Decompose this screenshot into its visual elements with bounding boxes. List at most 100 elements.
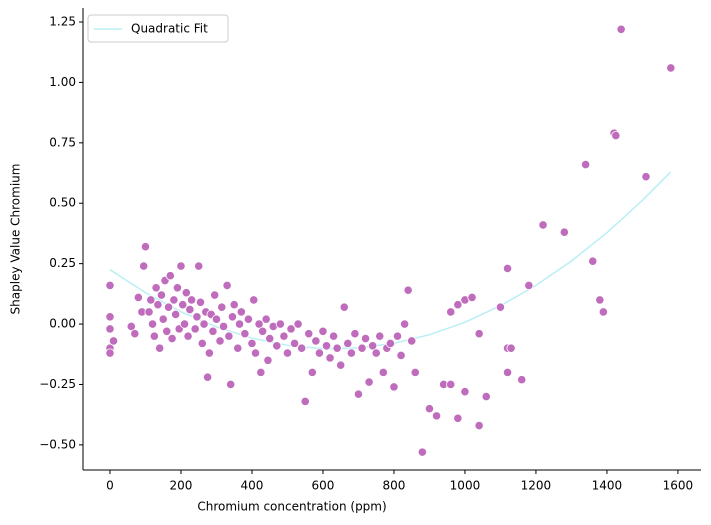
point xyxy=(204,348,214,358)
point xyxy=(169,295,179,305)
legend: Quadratic Fit xyxy=(87,14,229,43)
point xyxy=(611,130,621,141)
point xyxy=(181,288,191,298)
point xyxy=(446,307,456,317)
x-tick-label: 800 xyxy=(382,479,405,493)
point xyxy=(199,319,209,329)
y-tick-label: 0.25 xyxy=(49,256,76,270)
point xyxy=(247,338,257,348)
point xyxy=(360,333,371,344)
point xyxy=(403,285,413,295)
point xyxy=(453,413,463,423)
point xyxy=(495,302,506,312)
point xyxy=(325,353,335,363)
point xyxy=(293,319,303,329)
legend-label: Quadratic Fit xyxy=(131,22,208,36)
y-tick-label: −0.50 xyxy=(39,437,76,451)
point xyxy=(167,333,177,344)
point xyxy=(146,295,156,305)
point xyxy=(282,348,293,358)
point xyxy=(474,420,484,431)
point xyxy=(105,324,115,334)
point xyxy=(165,271,175,281)
y-tick-label: 0.50 xyxy=(49,196,76,210)
point xyxy=(149,331,159,341)
point xyxy=(559,227,569,237)
point xyxy=(400,319,410,329)
point xyxy=(185,304,195,315)
point xyxy=(210,290,220,300)
point xyxy=(598,307,608,317)
point xyxy=(332,343,342,353)
point xyxy=(467,292,477,303)
point xyxy=(339,302,349,312)
point xyxy=(176,261,186,271)
point xyxy=(234,319,245,329)
x-tick-label: 200 xyxy=(170,479,193,493)
point xyxy=(364,377,374,387)
point xyxy=(240,329,250,339)
point xyxy=(524,280,534,290)
point xyxy=(275,319,285,329)
point xyxy=(126,321,136,332)
point xyxy=(431,411,442,421)
point xyxy=(410,367,420,377)
point xyxy=(197,338,207,348)
point xyxy=(289,338,300,348)
point xyxy=(314,348,325,358)
point xyxy=(192,312,202,322)
point xyxy=(279,331,289,341)
point xyxy=(139,261,149,271)
point xyxy=(581,159,591,170)
point xyxy=(350,329,360,339)
point xyxy=(133,292,143,303)
point xyxy=(506,343,516,353)
point xyxy=(321,341,332,351)
point xyxy=(218,321,229,332)
point xyxy=(343,338,353,348)
y-tick-label: −0.25 xyxy=(39,377,76,391)
point xyxy=(346,348,356,358)
point xyxy=(140,242,151,252)
point xyxy=(224,331,234,341)
point xyxy=(357,343,367,353)
x-tick-label: 1200 xyxy=(521,479,552,493)
x-axis-label: Chromium concentration (ppm) xyxy=(197,500,386,514)
point xyxy=(179,319,190,329)
x-tick-label: 1600 xyxy=(663,479,694,493)
point xyxy=(392,331,403,341)
point xyxy=(595,295,605,305)
point xyxy=(256,367,266,377)
point xyxy=(105,280,115,290)
point xyxy=(190,324,200,334)
point xyxy=(261,314,271,324)
point xyxy=(258,326,268,336)
y-tick-label: 0.00 xyxy=(49,317,76,331)
point xyxy=(108,336,119,346)
point xyxy=(162,326,172,336)
legend-box xyxy=(87,14,229,43)
point xyxy=(502,263,513,274)
point xyxy=(311,336,321,346)
point xyxy=(202,372,213,382)
point xyxy=(195,297,206,307)
point xyxy=(417,447,427,457)
y-axis-label: Shapley Value Chromium xyxy=(9,164,23,315)
x-tick-label: 1000 xyxy=(450,479,481,493)
point xyxy=(286,324,296,334)
point xyxy=(307,367,317,377)
point xyxy=(641,172,651,182)
point xyxy=(156,290,167,300)
point xyxy=(155,343,165,353)
point xyxy=(336,360,346,370)
point xyxy=(227,312,238,322)
point xyxy=(147,319,158,329)
point xyxy=(208,326,218,336)
point xyxy=(371,348,381,358)
point xyxy=(249,295,259,305)
point xyxy=(385,338,396,348)
point xyxy=(375,331,385,341)
y-tick-label: 1.00 xyxy=(49,75,76,89)
point xyxy=(368,341,378,351)
